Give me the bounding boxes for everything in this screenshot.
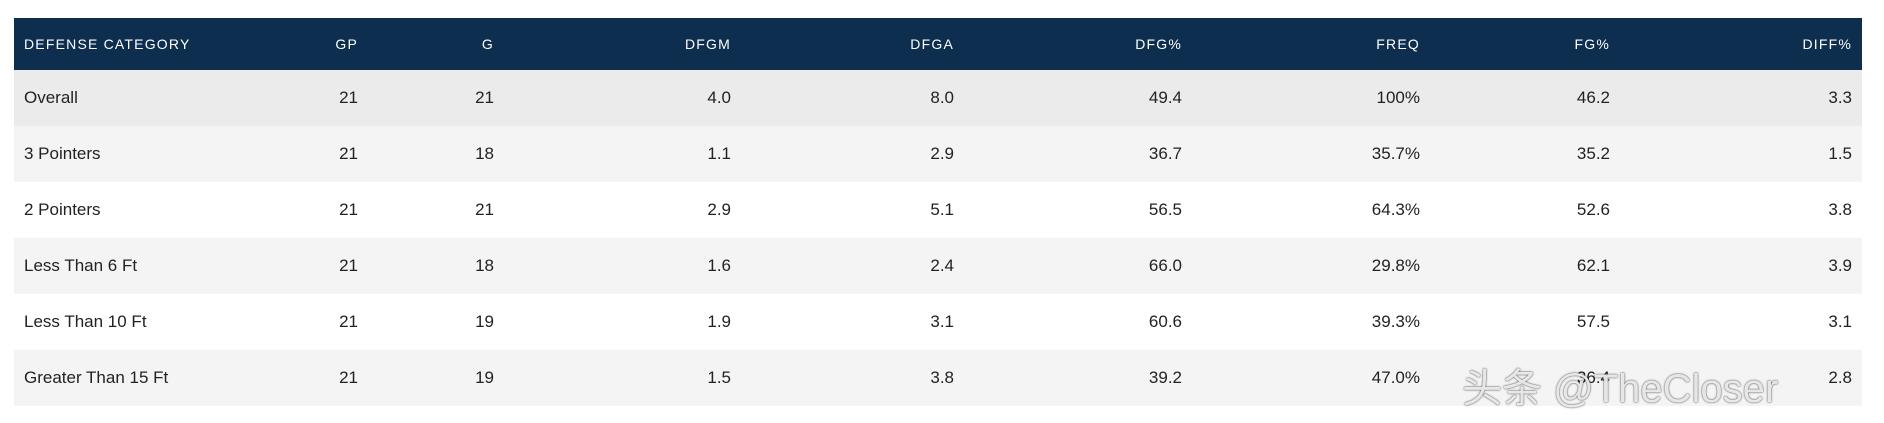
header-cell: DIFF% (1802, 36, 1852, 52)
header-cell: DFGA (910, 36, 954, 52)
value-cell: 64.3% (1371, 200, 1420, 219)
category-cell: 3 Pointers (24, 144, 101, 163)
value-cell: 36.4 (1576, 368, 1610, 387)
header-row: DEFENSE CATEGORY GP G DFGM DFGA DFG% FREQ FG% DI… (14, 18, 1862, 70)
value-cell: 52.6 (1576, 200, 1610, 219)
value-cell: 21 (475, 200, 494, 219)
table-row: Less Than 10 Ft 21 19 1.9 3.1 60.6 39.3% 57.5 3.… (14, 294, 1862, 350)
header-cell: DEFENSE CATEGORY (24, 36, 191, 52)
value-cell: 57.5 (1576, 312, 1610, 331)
watermark: 头条 @TheCloser (1462, 367, 1779, 411)
header-cell: DFG% (1135, 36, 1182, 52)
header-cell: GP (335, 36, 358, 52)
value-cell: 1.9 (707, 312, 731, 331)
value-cell: 3.8 (930, 368, 954, 387)
table-row: Greater Than 15 Ft 21 19 1.5 3.8 39.2 47.0% 36.… (14, 350, 1862, 406)
table-row: Less Than 6 Ft 21 18 1.6 2.4 66.0 29.8% 62.1 3.9 (14, 238, 1862, 294)
value-cell: 66.0 (1148, 256, 1182, 275)
category-cell: Greater Than 15 Ft (24, 368, 169, 387)
table-row: 2 Pointers 21 21 2.9 5.1 56.5 64.3% 52.6 3.8 (14, 182, 1862, 238)
value-cell: 47.0% (1371, 368, 1420, 387)
value-cell: 1.6 (707, 256, 731, 275)
value-cell: 8.0 (930, 88, 954, 107)
header-cell: FG% (1574, 36, 1610, 52)
value-cell: 5.1 (930, 200, 954, 219)
value-cell: 60.6 (1148, 312, 1182, 331)
value-cell: 100% (1376, 88, 1420, 107)
value-cell: 62.1 (1576, 256, 1610, 275)
value-cell: 2.4 (930, 256, 954, 275)
value-cell: 19 (475, 312, 494, 331)
category-cell: 2 Pointers (24, 200, 101, 219)
value-cell: 18 (475, 256, 494, 275)
header-cell: DFGM (684, 36, 731, 52)
value-cell: 35.7% (1371, 144, 1420, 163)
value-cell: 21 (339, 312, 358, 331)
value-cell: 21 (339, 88, 358, 107)
value-cell: 1.5 (707, 368, 731, 387)
category-cell: Overall (24, 88, 78, 107)
value-cell: 18 (475, 144, 494, 163)
value-cell: 3.8 (1828, 200, 1852, 219)
value-cell: 39.3% (1371, 312, 1420, 331)
category-cell: Less Than 10 Ft (24, 312, 147, 331)
value-cell: 21 (475, 88, 494, 107)
value-cell: 39.2 (1148, 368, 1182, 387)
value-cell: 3.9 (1828, 256, 1852, 275)
value-cell: 3.1 (930, 312, 954, 331)
value-cell: 2.8 (1828, 368, 1852, 387)
header-cell: FREQ (1376, 36, 1420, 52)
value-cell: 36.7 (1148, 144, 1182, 163)
value-cell: 21 (339, 200, 358, 219)
value-cell: 2.9 (707, 200, 731, 219)
category-cell: Less Than 6 Ft (24, 256, 138, 275)
value-cell: 2.9 (930, 144, 954, 163)
value-cell: 46.2 (1576, 88, 1610, 107)
header-cell: G (481, 36, 494, 52)
value-cell: 4.0 (707, 88, 731, 107)
stats-table: DEFENSE CATEGORY GP G DFGM DFGA DFG% FREQ FG% DI… (14, 18, 1862, 406)
value-cell: 21 (339, 144, 358, 163)
value-cell: 29.8% (1371, 256, 1420, 275)
value-cell: 1.1 (707, 144, 731, 163)
value-cell: 1.5 (1828, 144, 1852, 163)
value-cell: 3.1 (1828, 312, 1852, 331)
value-cell: 21 (339, 256, 358, 275)
table-row: Overall 21 21 4.0 8.0 49.4 100% 46.2 3.3 (14, 70, 1862, 126)
value-cell: 3.3 (1828, 88, 1852, 107)
value-cell: 56.5 (1148, 200, 1182, 219)
value-cell: 21 (339, 368, 358, 387)
value-cell: 35.2 (1576, 144, 1610, 163)
table-row: 3 Pointers 21 18 1.1 2.9 36.7 35.7% 35.2 1.5 (14, 126, 1862, 182)
value-cell: 49.4 (1148, 88, 1182, 107)
value-cell: 19 (475, 368, 494, 387)
